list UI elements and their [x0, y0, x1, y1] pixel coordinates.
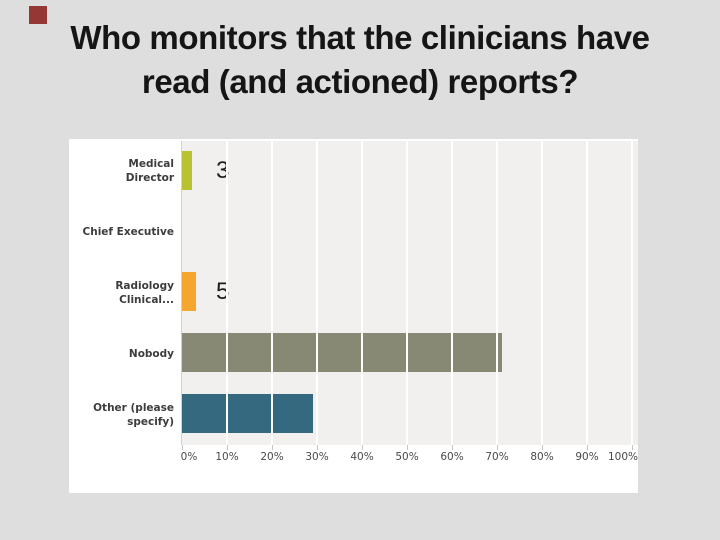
chart-row-other — [182, 394, 632, 433]
axis-tick-label: 30% — [305, 451, 329, 463]
slide-title-line-1: Who monitors that the clinicians have — [70, 19, 650, 56]
axis-tick — [587, 445, 588, 450]
axis-tick — [497, 445, 498, 450]
axis-tick — [407, 445, 408, 450]
category-label-chief-executive: Chief Executive — [82, 226, 174, 239]
axis-tick — [542, 445, 543, 450]
axis-tick — [362, 445, 363, 450]
axis-tick-label: 50% — [395, 451, 419, 463]
axis-tick-label: 10% — [215, 451, 239, 463]
category-label-radiology-clinical: Radiology Clinical... — [115, 279, 174, 306]
axis-tick — [182, 445, 183, 450]
gridline — [496, 141, 498, 445]
axis-tick-label: 60% — [440, 451, 464, 463]
gridline — [226, 141, 228, 445]
category-label-other: Other (please specify) — [93, 401, 174, 428]
chart-panel: Medical Director Chief Executive Radiolo… — [69, 139, 638, 493]
axis-tick-label: 20% — [260, 451, 284, 463]
axis-tick — [632, 445, 633, 450]
axis-tick — [317, 445, 318, 450]
slide-title-line-2: read (and actioned) reports? — [141, 63, 579, 100]
gridline — [586, 141, 588, 445]
gridline — [451, 141, 453, 445]
bar-medical-director — [182, 151, 192, 190]
axis-tick-label: 90% — [575, 451, 599, 463]
bar-other — [182, 394, 313, 433]
gridline — [631, 141, 633, 445]
gridline — [271, 141, 273, 445]
axis-tick-label: 80% — [530, 451, 554, 463]
axis-tick-label: 100% — [607, 451, 639, 463]
bar-radiology-clinical — [182, 272, 197, 311]
gridline — [361, 141, 363, 445]
axis-tick-label: 40% — [350, 451, 374, 463]
axis-tick — [227, 445, 228, 450]
category-label-medical-director: Medical Director — [125, 158, 174, 185]
axis-tick — [272, 445, 273, 450]
category-labels-column: Medical Director Chief Executive Radiolo… — [69, 141, 174, 445]
chart-row-nobody — [182, 333, 632, 372]
bar-nobody — [182, 333, 502, 372]
category-label-nobody: Nobody — [128, 347, 174, 360]
gridline — [541, 141, 543, 445]
axis-tick-label: 70% — [485, 451, 509, 463]
axis-tick-label: 0% — [180, 451, 198, 463]
axis-tick — [452, 445, 453, 450]
gridline — [316, 141, 318, 445]
slide-title: Who monitors that the clinicians have re… — [0, 16, 720, 104]
slide-accent-square — [29, 6, 47, 24]
plot-area: 3 5 — [181, 141, 638, 445]
gridline — [406, 141, 408, 445]
